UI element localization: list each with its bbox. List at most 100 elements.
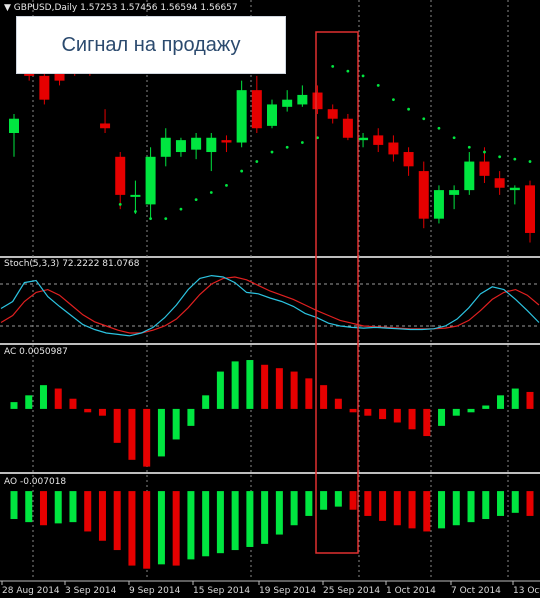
candle-body	[327, 109, 338, 119]
candle-body	[433, 190, 444, 219]
close-price: 1.56657	[200, 3, 238, 13]
ac-bar	[231, 361, 239, 409]
ac-bar	[143, 408, 151, 467]
candle-body	[130, 194, 141, 197]
candle-body	[54, 71, 65, 81]
candle-body	[221, 140, 232, 143]
candle-body	[236, 90, 247, 143]
panel-separator	[0, 472, 540, 474]
ac-bar	[423, 408, 431, 437]
ao-bar	[54, 491, 62, 524]
ac-bar	[379, 408, 387, 420]
stochastic-panel	[0, 274, 540, 337]
ao-bar	[290, 491, 298, 526]
candle-body	[388, 142, 399, 155]
ao-bar	[379, 491, 387, 521]
ao-bar	[364, 491, 372, 516]
ac-bar	[10, 402, 18, 409]
candle-body	[297, 94, 308, 105]
ao-bar	[69, 491, 77, 523]
parabolic-sar-dot	[467, 145, 471, 149]
ac-bar	[305, 378, 313, 409]
ao-panel	[10, 491, 534, 569]
ao-label: AO	[4, 477, 18, 487]
panel-separator	[0, 343, 540, 345]
candle-body	[145, 156, 156, 205]
ac-bar	[393, 408, 401, 423]
ao-bar	[261, 491, 269, 544]
date-axis: 28 Aug 2014 3 Sep 2014 9 Sep 2014 15 Sep 20…	[0, 580, 540, 596]
ao-bar	[438, 491, 446, 529]
candle-body	[206, 137, 217, 153]
parabolic-sar-dot	[422, 117, 426, 121]
stochastic-signal-value: 81.0768	[102, 259, 140, 269]
date-label: 7 Oct 2014	[451, 586, 501, 596]
candle-body	[39, 75, 50, 100]
date-label: 13 Oct	[513, 586, 540, 596]
ao-bar	[98, 491, 106, 541]
parabolic-sar-dot	[528, 160, 532, 163]
symbol-name: GBPUSD,Daily	[13, 3, 78, 13]
ac-bar	[364, 408, 372, 416]
low-price: 1.56594	[160, 3, 198, 13]
ac-panel	[10, 360, 534, 467]
date-label: 3 Sep 2014	[65, 586, 117, 596]
date-label: 25 Sep 2014	[323, 586, 380, 596]
stochastic-label: Stoch(5,3,3)	[4, 259, 60, 269]
ac-bar	[438, 408, 446, 426]
ac-bar	[290, 371, 298, 409]
parabolic-sar-dot	[437, 126, 441, 130]
symbol-header: ▼ GBPUSD,Daily 1.57253 1.57456 1.56594 1…	[4, 3, 238, 14]
ac-bar	[511, 388, 519, 409]
candle-body	[191, 137, 202, 150]
parabolic-sar-dot	[134, 210, 137, 213]
date-label: 1 Oct 2014	[386, 586, 436, 596]
ac-bar	[526, 391, 534, 409]
ac-bar	[25, 395, 33, 409]
ao-bar	[187, 491, 195, 560]
ac-label: AC	[4, 347, 17, 357]
ao-bar	[39, 491, 47, 526]
grid-layer	[0, 0, 540, 580]
ac-bar	[98, 408, 106, 416]
stochastic-header: Stoch(5,3,3) 72.2222 81.0768	[4, 259, 140, 270]
sell-signal-highlight	[315, 31, 359, 554]
parabolic-sar-dot	[240, 169, 244, 173]
candle-body	[160, 137, 171, 157]
parabolic-sar-dot	[376, 84, 380, 87]
ac-bar	[172, 408, 180, 440]
ac-bar	[128, 408, 136, 460]
ac-header: AC 0.0050987	[4, 347, 68, 358]
ao-bar	[526, 491, 534, 516]
ao-bar	[393, 491, 401, 526]
parabolic-sar-dot	[452, 136, 456, 140]
parabolic-sar-dot	[392, 98, 395, 102]
ac-bar	[39, 385, 47, 409]
ao-bar	[113, 491, 121, 551]
ac-bar	[216, 371, 224, 409]
candle-body	[100, 123, 111, 129]
ao-bar	[10, 491, 18, 520]
candle-body	[312, 92, 323, 110]
parabolic-sar-dot	[194, 198, 198, 202]
ao-bar	[320, 491, 328, 510]
ao-bar	[25, 491, 33, 523]
ao-bar	[143, 491, 151, 569]
collapse-triangle-icon[interactable]: ▼	[4, 3, 11, 13]
parabolic-sar-dot	[300, 141, 304, 144]
ao-bar	[349, 491, 357, 510]
ac-bar	[334, 398, 342, 409]
parabolic-sar-dot	[270, 150, 274, 154]
candle-body	[418, 171, 429, 219]
candle-body	[464, 161, 475, 191]
stochastic-signal-line	[0, 276, 540, 334]
sell-signal-label: Сигнал на продажу	[16, 16, 286, 74]
ac-value: 0.0050987	[19, 347, 68, 357]
ao-bar	[231, 491, 239, 551]
ao-bar	[408, 491, 416, 529]
open-price: 1.57253	[80, 3, 118, 13]
ao-value: -0.007018	[19, 477, 67, 487]
date-label: 15 Sep 2014	[193, 586, 250, 596]
